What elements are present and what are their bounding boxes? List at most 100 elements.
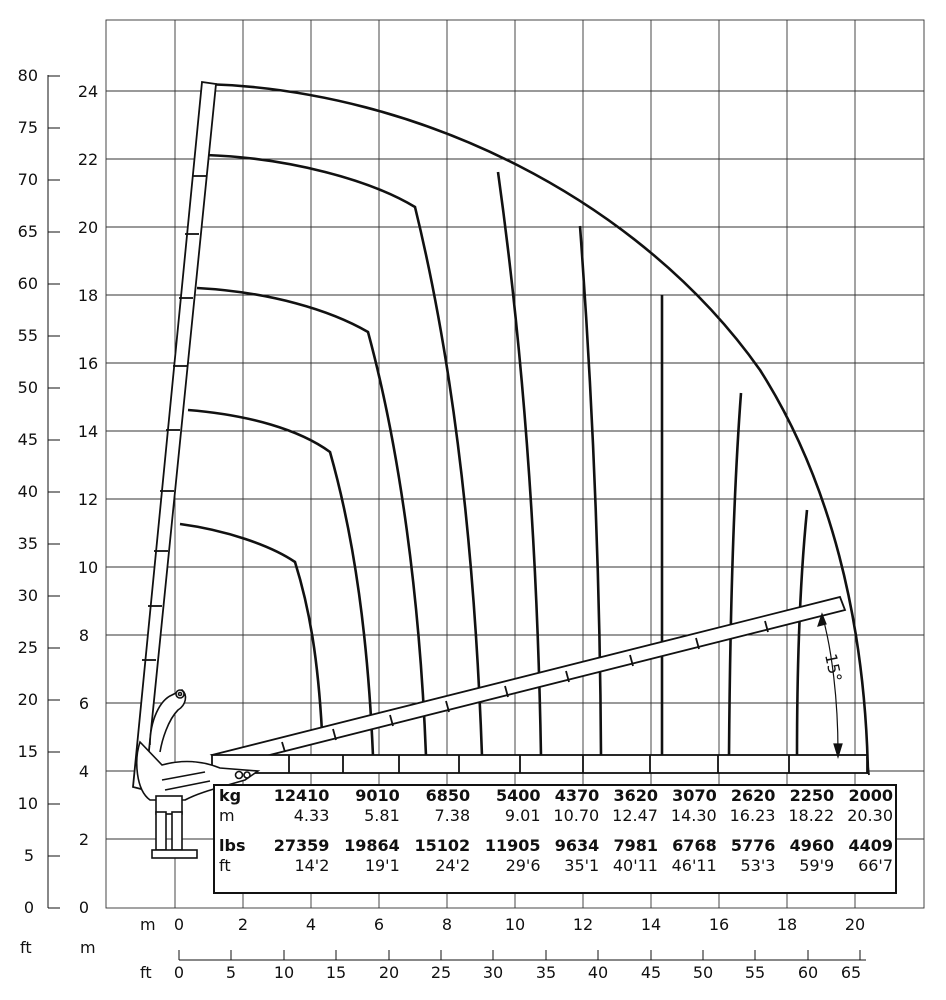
bottom-ft-tick-labels: 0 5 10 15 20 25 30 35 40 45 50 55 60 65 — [174, 963, 861, 982]
boom-15-degrees — [209, 595, 847, 766]
bottom-ft-tick: 65 — [841, 963, 861, 982]
lbs-value: 19864 — [344, 836, 400, 855]
bottom-ft-tick: 0 — [174, 963, 184, 982]
left-ft-tick: 20 — [18, 690, 38, 709]
kg-value: 6850 — [425, 786, 471, 805]
bottom-m-tick: 18 — [777, 915, 797, 934]
bottom-m-unit-label: m — [140, 915, 156, 934]
bottom-ft-tick: 40 — [588, 963, 608, 982]
left-ft-tick-labels: 0 5 10 15 20 25 30 35 40 45 50 55 60 65 … — [18, 66, 38, 917]
angle-label: 15° — [821, 652, 845, 684]
kg-row: kg 12410 9010 6850 5400 4370 3620 3070 2… — [215, 786, 895, 806]
m-value: 5.81 — [364, 806, 400, 825]
lbs-value: 4409 — [848, 836, 893, 855]
left-ft-tick: 70 — [18, 170, 38, 189]
lbs-value: 11905 — [484, 836, 541, 855]
left-m-tick: 0 — [79, 898, 89, 917]
load-capacity-table: kg 12410 9010 6850 5400 4370 3620 3070 2… — [213, 784, 897, 894]
ft-row-label: ft — [219, 856, 231, 875]
ft-value: 29'6 — [505, 856, 541, 875]
kg-value: 2620 — [730, 786, 776, 805]
m-value: 14.30 — [670, 806, 717, 825]
left-ft-tick: 45 — [18, 430, 38, 449]
ft-value: 46'11 — [671, 856, 717, 875]
left-m-tick: 22 — [78, 150, 98, 169]
kg-value: 2000 — [848, 786, 893, 805]
reach-curve-5 — [496, 171, 543, 757]
left-ft-tick: 5 — [24, 846, 34, 865]
kg-value: 3070 — [672, 786, 717, 805]
reach-curve-4 — [205, 153, 484, 757]
left-ft-tick: 80 — [18, 66, 38, 85]
bottom-m-tick: 20 — [845, 915, 865, 934]
bottom-ft-tick: 15 — [326, 963, 346, 982]
lbs-value: 9634 — [554, 836, 600, 855]
ft-row: ft 14'2 19'1 24'2 29'6 35'1 40'11 46'11 … — [215, 856, 895, 876]
lbs-value: 4960 — [789, 836, 835, 855]
lbs-value: 5776 — [730, 836, 776, 855]
left-ft-tick: 10 — [18, 794, 38, 813]
lbs-row: lbs 27359 19864 15102 11905 9634 7981 67… — [215, 836, 895, 856]
bottom-m-tick-labels: 0 2 4 6 8 10 12 14 16 18 20 — [174, 915, 865, 934]
left-ft-tick: 65 — [18, 222, 38, 241]
kg-value: 2250 — [789, 786, 835, 805]
left-m-tick: 16 — [78, 354, 98, 373]
bottom-ft-tick: 25 — [431, 963, 451, 982]
lbs-value: 27359 — [273, 836, 330, 855]
left-ft-tick: 0 — [24, 898, 34, 917]
lbs-row-label: lbs — [219, 836, 246, 855]
left-ft-tick: 55 — [18, 326, 38, 345]
lbs-value: 6768 — [672, 836, 717, 855]
left-ft-unit-label: ft — [20, 938, 32, 957]
m-value: 9.01 — [504, 806, 541, 825]
reach-curve-2 — [187, 408, 375, 757]
ft-value: 59'9 — [799, 856, 835, 875]
kg-value: 5400 — [495, 786, 541, 805]
reach-curve-1 — [179, 522, 324, 733]
m-value: 7.38 — [434, 806, 471, 825]
ft-value: 14'2 — [294, 856, 330, 875]
left-ft-tick: 25 — [18, 638, 38, 657]
bottom-ft-tick: 10 — [274, 963, 294, 982]
m-value: 18.22 — [788, 806, 835, 825]
bottom-ft-tick: 5 — [226, 963, 236, 982]
ft-value: 40'11 — [612, 856, 658, 875]
ft-value: 24'2 — [435, 856, 471, 875]
m-value: 10.70 — [553, 806, 600, 825]
crane-base — [136, 689, 261, 859]
left-m-tick: 10 — [78, 558, 98, 577]
ft-value: 53'3 — [740, 856, 776, 875]
boom-near-vertical — [132, 80, 217, 792]
ft-value: 35'1 — [564, 856, 600, 875]
left-m-tick: 6 — [79, 694, 89, 713]
reach-curve-8 — [727, 392, 743, 757]
m-row: m 4.33 5.81 7.38 9.01 10.70 12.47 14.30 … — [215, 806, 895, 826]
left-m-tick: 18 — [78, 286, 98, 305]
left-m-tick: 8 — [79, 626, 89, 645]
lbs-value: 15102 — [414, 836, 471, 855]
kg-value: 12410 — [273, 786, 330, 805]
reach-curve-9 — [795, 509, 809, 757]
kg-value: 3620 — [613, 786, 658, 805]
reach-curve-6 — [578, 225, 603, 757]
reach-curves — [179, 82, 870, 775]
boom-horizontal — [211, 754, 870, 776]
reach-curve-3 — [196, 286, 428, 757]
bottom-ft-tick: 45 — [641, 963, 661, 982]
bottom-ft-unit-label: ft — [140, 963, 152, 982]
left-m-tick: 20 — [78, 218, 98, 237]
m-value: 20.30 — [847, 806, 893, 825]
bottom-ft-tick: 20 — [379, 963, 399, 982]
lbs-value: 7981 — [613, 836, 658, 855]
kg-value: 4370 — [554, 786, 600, 805]
bottom-m-tick: 4 — [306, 915, 316, 934]
left-ft-axis — [47, 75, 60, 909]
m-row-label: m — [219, 806, 235, 825]
m-value: 4.33 — [293, 806, 330, 825]
left-m-tick: 24 — [78, 82, 98, 101]
bottom-m-tick: 2 — [238, 915, 248, 934]
m-value: 12.47 — [612, 806, 658, 825]
bottom-ft-tick: 30 — [483, 963, 503, 982]
m-value: 16.23 — [729, 806, 776, 825]
left-ft-tick: 35 — [18, 534, 38, 553]
